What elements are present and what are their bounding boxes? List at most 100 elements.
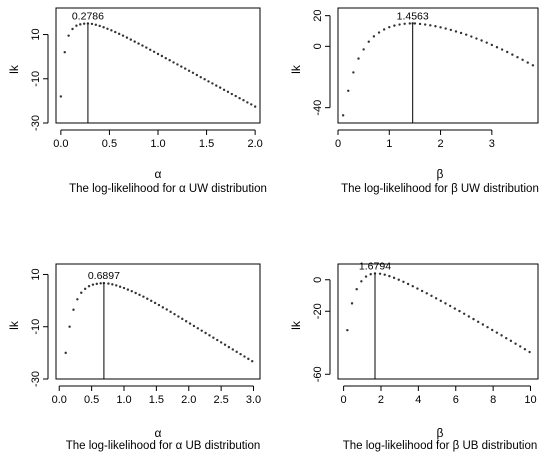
data-point [377, 31, 381, 34]
data-point [227, 345, 231, 349]
data-point [444, 302, 447, 305]
plot-frame [55, 7, 261, 124]
data-point [495, 46, 499, 49]
data-point [247, 357, 250, 361]
x-tick-label: 2.5 [213, 394, 228, 406]
data-point [418, 22, 422, 26]
data-point [341, 114, 345, 117]
data-point [251, 360, 254, 363]
data-point [350, 302, 354, 305]
data-point [406, 282, 410, 286]
data-point [372, 35, 376, 38]
data-point [204, 331, 207, 335]
data-point [149, 48, 152, 51]
x-tick-label: 0.5 [102, 138, 117, 150]
y-tick-label: -30 [30, 115, 42, 131]
data-point [173, 312, 176, 316]
data-point [219, 341, 223, 344]
data-point [157, 303, 161, 307]
data-point [110, 29, 113, 32]
data-point [106, 27, 109, 30]
y-tick-label: 0 [312, 277, 324, 283]
data-point [491, 328, 494, 332]
data-point [367, 40, 370, 43]
x-tick-label: 0.0 [52, 394, 67, 406]
x-tick-label: 1.5 [149, 394, 164, 406]
y-tick-label: 0 [312, 43, 324, 49]
data-point [184, 320, 188, 323]
x-tick-label: 10 [524, 394, 536, 406]
x-tick-label: 3 [489, 138, 495, 150]
data-point [382, 28, 386, 31]
data-point [83, 287, 87, 291]
y-axis-label: lk [7, 64, 21, 74]
data-point [423, 23, 427, 26]
data-point [516, 56, 519, 59]
data-point [114, 30, 117, 34]
data-point [118, 285, 122, 288]
data-point [526, 61, 529, 64]
data-point [168, 58, 171, 62]
x-tick-label: 0.5 [84, 394, 99, 406]
data-point [490, 43, 494, 47]
data-point [486, 325, 489, 329]
data-point [476, 320, 480, 324]
data-point [246, 101, 249, 104]
peak-label: 1.4563 [397, 10, 429, 22]
data-point [531, 64, 535, 67]
data-point [215, 84, 218, 87]
chart-caption: The log-likelihood for α UB distribution [66, 440, 261, 452]
data-point [430, 294, 433, 298]
x-tick-label: 3.0 [246, 394, 261, 406]
data-point [481, 323, 485, 326]
data-point [177, 315, 180, 318]
data-point [505, 336, 508, 340]
x-tick-label: 2.0 [181, 394, 196, 406]
data-point [115, 284, 118, 287]
x-tick-label: 2 [438, 138, 444, 150]
data-point [176, 63, 179, 66]
data-point [76, 298, 79, 301]
x-tick-label: 0.0 [53, 138, 68, 150]
data-point [200, 329, 203, 332]
data-point [192, 324, 196, 328]
data-point [138, 293, 141, 297]
data-point [133, 40, 136, 43]
y-tick-label: -10 [30, 71, 42, 87]
x-tick-label: 2.0 [247, 138, 262, 150]
chart-panel-2: 0 1 2 3 20 0 -40 lk β The log-likelihood for β UW… [289, 7, 539, 195]
data-point [444, 27, 447, 30]
data-point [90, 22, 94, 26]
data-point [511, 53, 514, 56]
data-point [242, 99, 245, 102]
data-point [434, 297, 438, 300]
data-point [59, 95, 63, 98]
x-tick-label: 6 [453, 394, 459, 406]
data-point [425, 292, 428, 295]
data-point [480, 39, 483, 42]
y-tick-label: -10 [30, 319, 42, 335]
data-point [398, 23, 401, 26]
data-point [129, 38, 132, 41]
data-point [180, 65, 183, 68]
chart-caption: The log-likelihood for β UW distribution [341, 183, 539, 195]
data-point [360, 280, 363, 283]
data-point [211, 82, 214, 85]
data-point [378, 272, 382, 275]
data-point [98, 24, 101, 28]
data-point [230, 92, 234, 96]
data-point [434, 25, 437, 28]
data-point [203, 78, 206, 81]
data-point [413, 22, 417, 25]
data-point [411, 285, 414, 288]
y-tick-label: -30 [30, 371, 42, 387]
data-point [465, 33, 468, 36]
data-point [495, 331, 499, 334]
data-point [346, 328, 349, 332]
data-point [458, 309, 461, 313]
x-tick-label: 8 [490, 394, 496, 406]
y-tick-label: 10 [30, 268, 42, 280]
data-point [188, 322, 192, 325]
data-point [439, 299, 443, 303]
